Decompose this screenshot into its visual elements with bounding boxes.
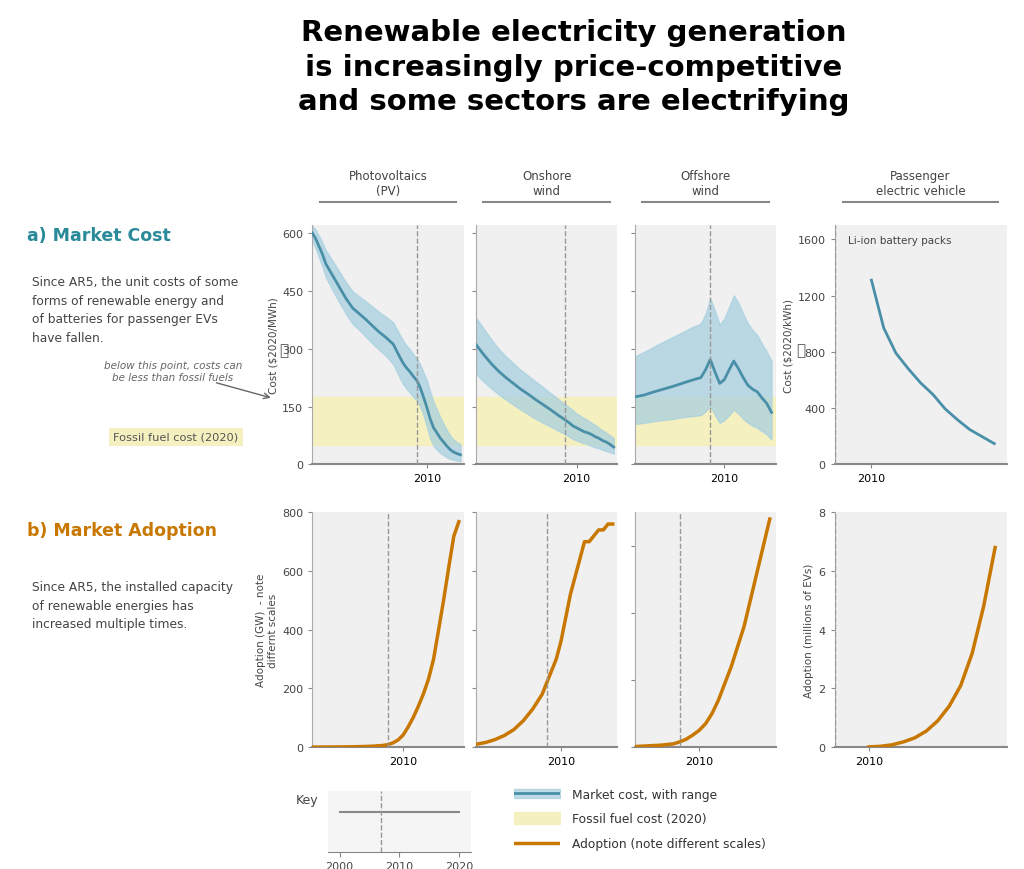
Text: Key: Key bbox=[296, 793, 318, 806]
Bar bbox=[312, 397, 464, 446]
Text: a) Market Cost: a) Market Cost bbox=[27, 227, 170, 244]
Text: Photovoltaics
(PV): Photovoltaics (PV) bbox=[348, 169, 428, 197]
Y-axis label: Cost ($2020/MWh): Cost ($2020/MWh) bbox=[268, 297, 278, 394]
Text: Renewable electricity generation
is increasingly price-competitive
and some sect: Renewable electricity generation is incr… bbox=[298, 19, 849, 116]
Text: Since AR5, the installed capacity
of renewable energies has
increased multiple t: Since AR5, the installed capacity of ren… bbox=[32, 580, 232, 630]
Text: Ⓢ: Ⓢ bbox=[279, 342, 288, 358]
Y-axis label: Cost ($2020/kWh): Cost ($2020/kWh) bbox=[783, 298, 794, 393]
Text: Fossil fuel cost (2020): Fossil fuel cost (2020) bbox=[572, 813, 707, 826]
Text: Market cost, with range: Market cost, with range bbox=[572, 788, 718, 800]
Text: Offshore
wind: Offshore wind bbox=[680, 169, 731, 197]
Text: Since AR5, the unit costs of some
forms of renewable energy and
of batteries for: Since AR5, the unit costs of some forms … bbox=[32, 275, 239, 344]
Text: b) Market Adoption: b) Market Adoption bbox=[27, 521, 216, 539]
Bar bbox=[635, 397, 776, 446]
Y-axis label: Adoption (GW)  - note
differnt scales: Adoption (GW) - note differnt scales bbox=[256, 574, 278, 687]
Text: Adoption (note different scales): Adoption (note different scales) bbox=[572, 838, 766, 850]
Text: Fossil fuel cost (2020): Fossil fuel cost (2020) bbox=[114, 433, 239, 442]
Text: below this point, costs can
be less than fossil fuels: below this point, costs can be less than… bbox=[103, 361, 243, 382]
Bar bbox=[476, 397, 617, 446]
Y-axis label: Adoption (millions of EVs): Adoption (millions of EVs) bbox=[804, 563, 814, 697]
Text: Onshore
wind: Onshore wind bbox=[522, 169, 571, 197]
Text: Passenger
electric vehicle: Passenger electric vehicle bbox=[876, 169, 966, 197]
Text: Ⓢ: Ⓢ bbox=[797, 342, 806, 358]
Text: Li-ion battery packs: Li-ion battery packs bbox=[848, 235, 952, 245]
